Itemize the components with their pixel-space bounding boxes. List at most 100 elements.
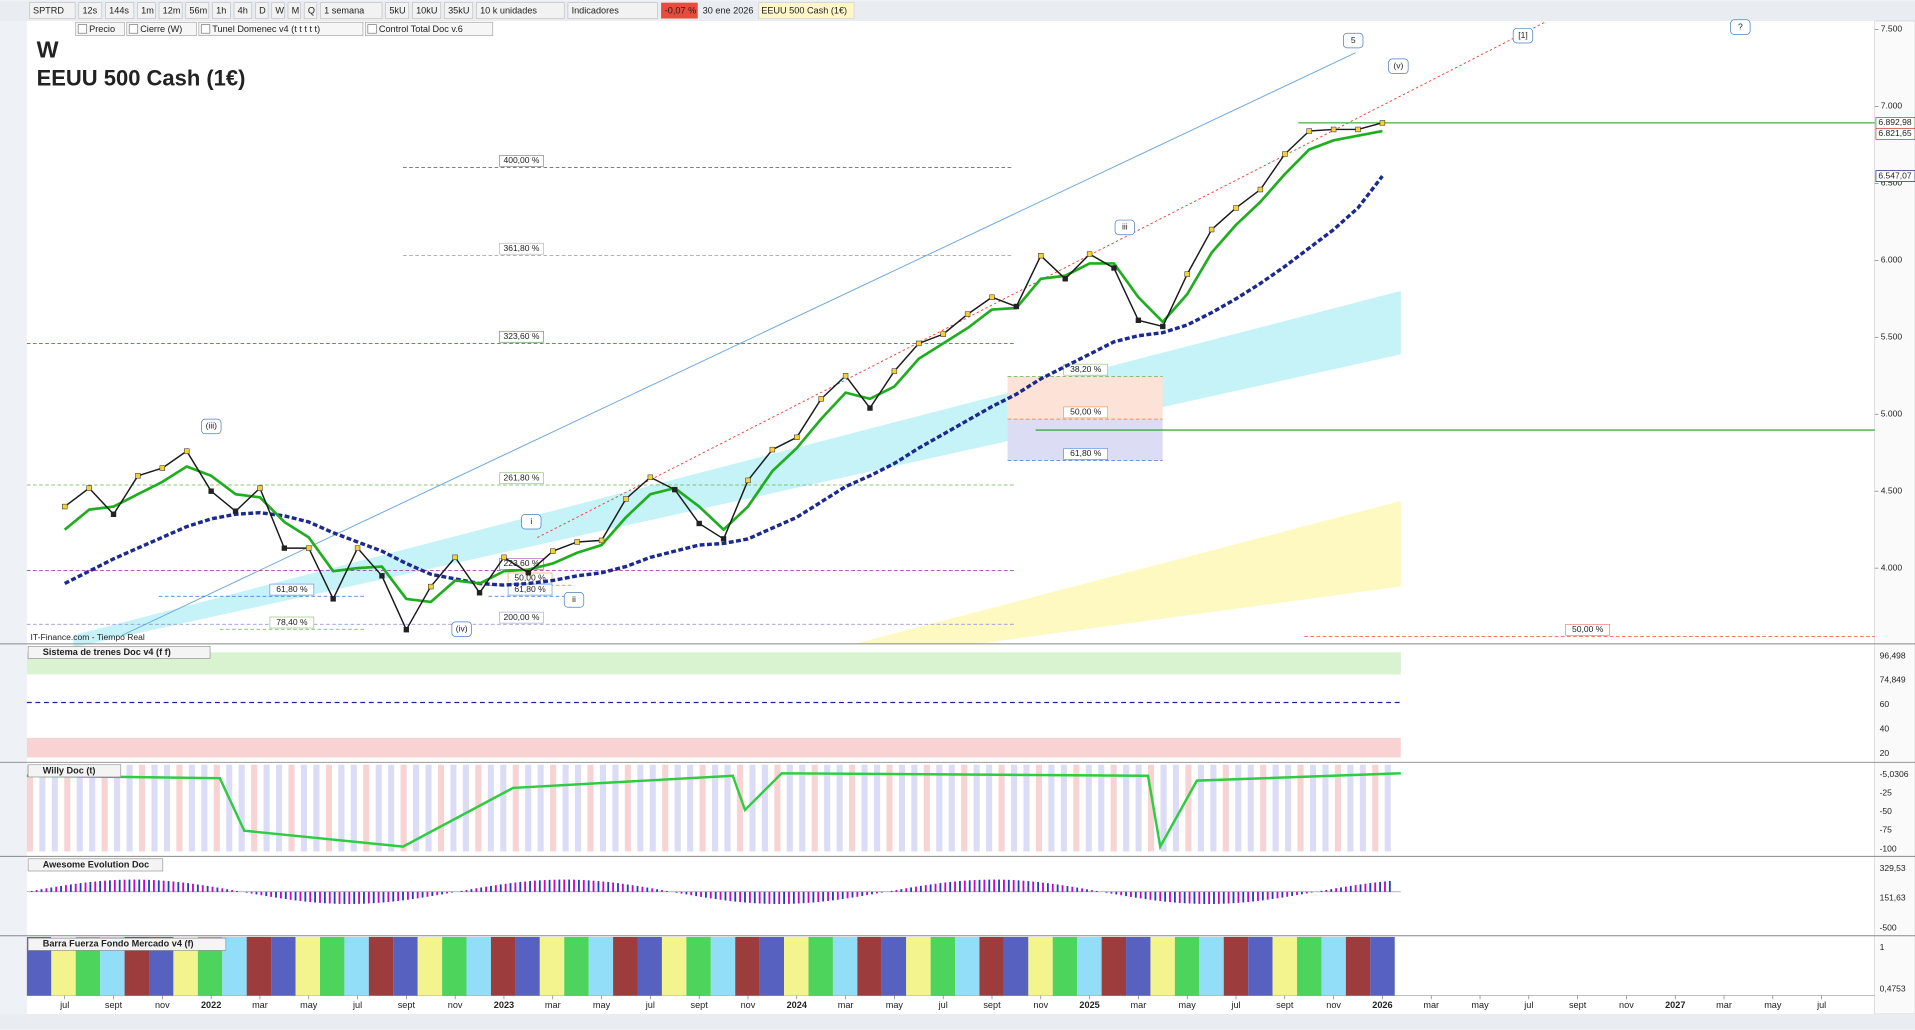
checkbox[interactable]	[128, 24, 139, 34]
legend-label[interactable]: Precio	[89, 24, 115, 34]
panel-title-box[interactable]	[27, 645, 211, 659]
toolbar-button[interactable]	[444, 2, 474, 19]
toolbar-label[interactable]: 144s	[109, 6, 129, 16]
bar-zone	[1372, 764, 1379, 852]
bar-zone	[824, 764, 831, 852]
panel-title[interactable]: Sistema de trenes Doc v4 (f f)	[43, 647, 171, 657]
toolbar-label[interactable]: SPTRD	[33, 6, 64, 16]
toolbar-button[interactable]	[385, 2, 410, 19]
checkbox[interactable]	[200, 24, 211, 34]
toolbar-label[interactable]: 10 k unidades	[480, 6, 537, 16]
bar-zone	[799, 764, 806, 852]
toolbar-label[interactable]: 12m	[163, 6, 181, 16]
toolbar-button[interactable]	[158, 2, 183, 19]
bar-zone	[836, 764, 843, 852]
x-tick-label: jul	[59, 1000, 69, 1010]
strength-block	[637, 936, 662, 996]
panel-title[interactable]: Awesome Evolution Doc	[43, 859, 149, 869]
strength-block	[1150, 936, 1175, 996]
toolbar-label[interactable]: 35kU	[448, 6, 469, 16]
candle	[647, 474, 654, 481]
checkbox[interactable]	[77, 24, 88, 34]
toolbar-button[interactable]	[185, 2, 210, 19]
bar-zone	[338, 764, 345, 852]
bar-zone	[1334, 764, 1341, 852]
candle	[1306, 128, 1312, 134]
bar-zone	[263, 764, 270, 852]
candle	[403, 627, 410, 633]
toolbar-button[interactable]	[287, 2, 301, 19]
x-tick-label: mar	[1131, 1000, 1147, 1010]
toolbar-button[interactable]	[78, 2, 103, 19]
legend-item[interactable]	[198, 21, 364, 36]
panel-title-box[interactable]	[27, 764, 122, 778]
panel-title[interactable]: Willy Doc (t)	[43, 765, 96, 775]
bar-zone	[64, 764, 71, 852]
bar-zone	[188, 764, 195, 852]
strength-block	[1003, 936, 1029, 996]
toolbar-button[interactable]	[271, 2, 285, 19]
strength-block	[759, 936, 785, 996]
x-tick-label: may	[1764, 1000, 1782, 1010]
toolbar-button[interactable]	[233, 2, 253, 19]
bar-zone	[923, 764, 930, 852]
x-tick-label: 2026	[1372, 1000, 1392, 1010]
bar-zone	[300, 764, 308, 852]
fib-label-box	[499, 242, 544, 255]
toolbar-button[interactable]	[137, 2, 156, 19]
legend-item[interactable]	[365, 21, 494, 36]
trend-line	[121, 52, 1356, 636]
bar-zone	[674, 764, 681, 852]
toolbar-label[interactable]: 1 semana	[324, 6, 365, 16]
toolbar-button[interactable]	[303, 2, 318, 19]
wave-label: (iv)	[456, 623, 468, 633]
legend-item[interactable]	[75, 21, 125, 36]
x-tick-label: sept	[691, 1000, 709, 1010]
x-tick-label: mar	[1423, 1000, 1439, 1010]
toolbar-label[interactable]: 12s	[82, 6, 97, 16]
candle	[1355, 126, 1361, 133]
toolbar-button[interactable]	[567, 2, 658, 19]
bar-zone	[276, 764, 283, 852]
legend-label[interactable]: Tunel Domenec v4 (t t t t t)	[212, 24, 320, 34]
bar-zone	[425, 764, 432, 852]
toolbar-button[interactable]	[412, 2, 442, 19]
legend-item[interactable]	[126, 21, 197, 36]
toolbar-label[interactable]: Indicadores	[572, 6, 620, 16]
toolbar-button[interactable]	[105, 2, 135, 19]
toolbar-label[interactable]: 10kU	[416, 6, 437, 16]
toolbar-button[interactable]	[29, 2, 76, 19]
toolbar-label[interactable]: 5kU	[389, 6, 405, 16]
toolbar-label[interactable]: W	[275, 6, 284, 16]
panel-axis-label: 0,4753	[1880, 984, 1906, 994]
legend-label[interactable]: Control Total Doc v.6	[379, 24, 463, 34]
toolbar-button[interactable]	[212, 2, 231, 19]
panel-title-box[interactable]	[27, 858, 164, 872]
checkbox[interactable]	[367, 24, 377, 34]
toolbar-label[interactable]: M	[292, 6, 300, 16]
toolbar-label[interactable]: D	[259, 6, 266, 16]
toolbar-button[interactable]	[320, 2, 383, 19]
bar-zone	[1048, 764, 1055, 852]
panel-title-box[interactable]	[27, 937, 227, 951]
toolbar-label[interactable]: 56m	[189, 6, 207, 16]
candle	[208, 488, 214, 494]
toolbar-label[interactable]: 1m	[141, 6, 154, 16]
bar-zone	[936, 764, 943, 852]
toolbar-label[interactable]: Q	[308, 6, 315, 16]
toolbar-button[interactable]	[255, 2, 269, 19]
toolbar-label[interactable]: 4h	[238, 6, 248, 16]
panel-title[interactable]: Barra Fuerza Fondo Mercado v4 (f)	[43, 939, 194, 949]
y-tick-label: 7.500	[1881, 24, 1903, 34]
candle	[354, 545, 361, 551]
bar-zone	[587, 764, 594, 852]
fib-label: 261,80 %	[503, 473, 539, 483]
y-tick-label: 6.000	[1881, 255, 1903, 265]
y-tick-label: 7.000	[1881, 101, 1903, 111]
bar-zone	[151, 764, 158, 852]
toolbar-label[interactable]: 1h	[216, 6, 226, 16]
toolbar-button[interactable]	[476, 2, 565, 19]
candle	[1233, 205, 1239, 211]
strength-block	[710, 936, 736, 996]
legend-label[interactable]: Cierre (W)	[140, 24, 182, 34]
